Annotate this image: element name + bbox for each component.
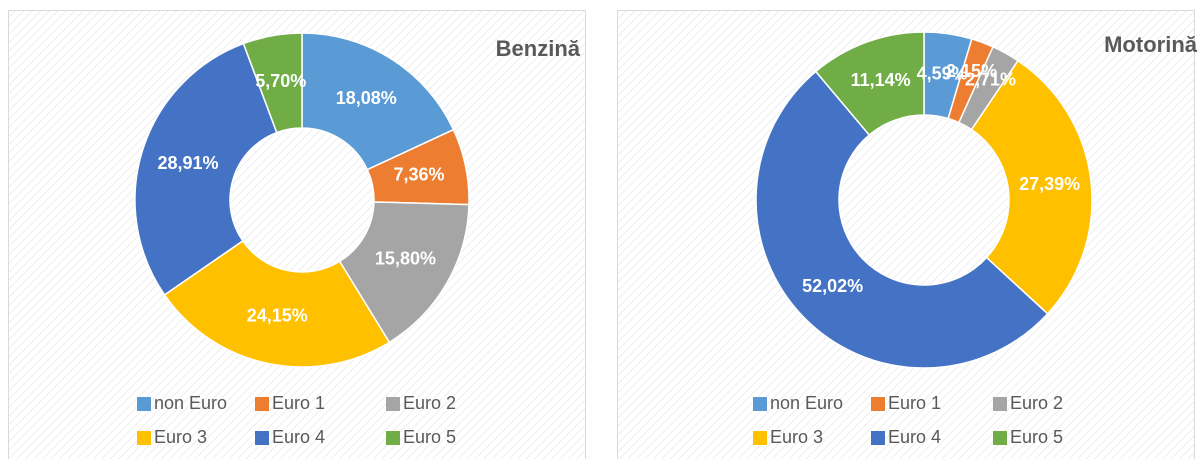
legend-swatch [137,431,151,445]
donut-slice [163,239,391,368]
legend-label: Euro 5 [403,427,456,447]
legend-swatch [386,397,400,411]
donut-slice [301,32,455,171]
chart-title: Benzină [496,36,581,61]
data-label: 24,15% [247,306,308,326]
legend-swatch [753,431,767,445]
legend-swatch [753,397,767,411]
legend-label: Euro 2 [1010,393,1063,413]
legend-label: Euro 4 [272,427,325,447]
legend-label: Euro 1 [888,393,941,413]
data-label: 2,15% [946,61,997,81]
donut-slice [338,201,470,344]
legend-label: Euro 3 [770,427,823,447]
data-label: 15,80% [375,249,436,269]
legend-label: Euro 4 [888,427,941,447]
legend-label: Euro 2 [403,393,456,413]
data-label: 5,70% [255,71,306,91]
legend-label: Euro 1 [272,393,325,413]
legend-swatch [255,397,269,411]
data-label: 27,39% [1019,174,1080,194]
legend-swatch [871,431,885,445]
legend-label: Euro 3 [154,427,207,447]
legend-label: non Euro [154,393,227,413]
donut-slice [814,31,925,137]
data-label: 7,36% [394,165,445,185]
legend-swatch [871,397,885,411]
legend-swatch [255,431,269,445]
legend-swatch [993,431,1007,445]
data-label: 52,02% [802,276,863,296]
chart-title: Motorină [1104,32,1198,57]
donut-slice [134,42,278,296]
data-label: 11,14% [851,70,911,90]
data-label: 28,91% [157,153,218,173]
donut-slice [970,59,1093,315]
legend-swatch [386,431,400,445]
legend-label: non Euro [770,393,843,413]
data-label: 18,08% [336,88,397,108]
donut-slice [755,70,1049,369]
legend-label: Euro 5 [1010,427,1063,447]
data-label: 4,59% [917,64,968,84]
data-label: 2,71% [965,70,1016,90]
donut-slice [242,32,303,134]
legend-swatch [137,397,151,411]
legend-swatch [993,397,1007,411]
